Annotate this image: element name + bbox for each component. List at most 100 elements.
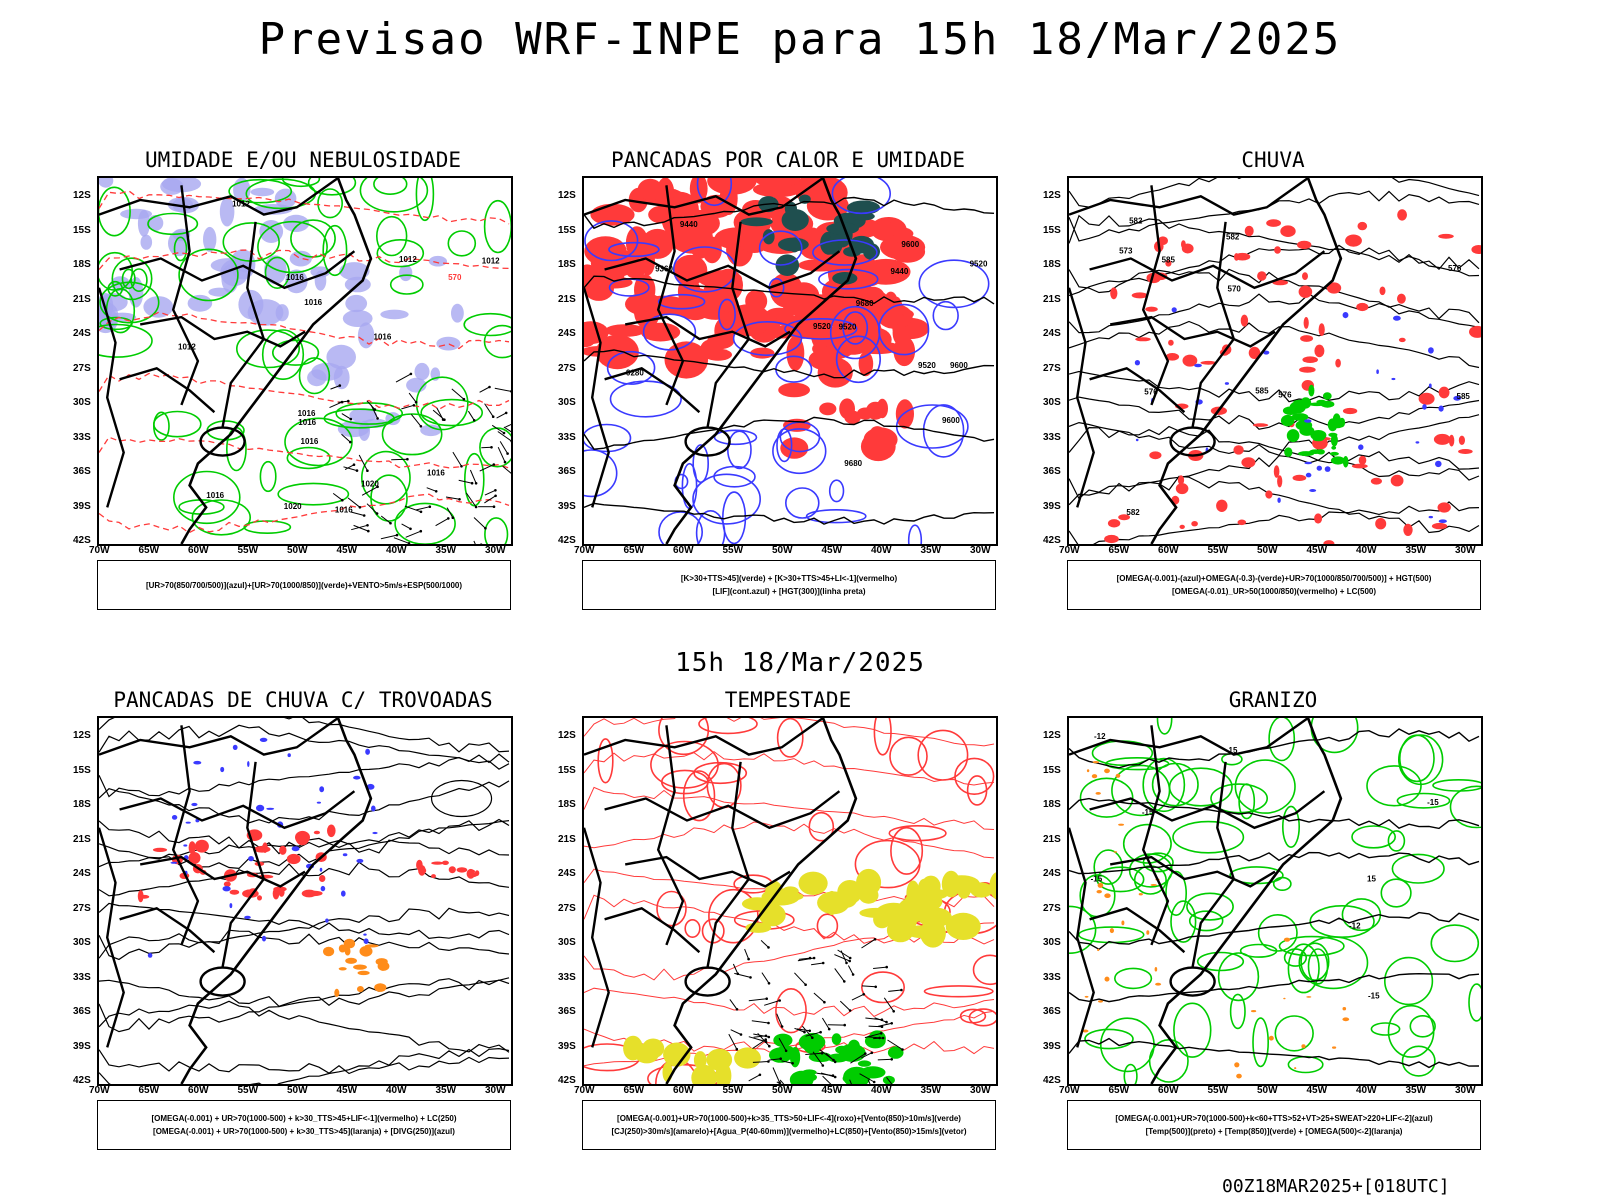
- legend-line: [OMEGA(-0.01)_UR>50(1000/850)(vermelho) …: [1171, 587, 1377, 596]
- jet-250-area-south: [623, 1035, 761, 1084]
- latitude-label: 21S: [1043, 293, 1061, 305]
- omega-500-area: [1082, 761, 1162, 1033]
- longitude-label: 30W: [485, 545, 506, 556]
- latitude-label: 42S: [558, 535, 576, 546]
- latitude-label: 36S: [1043, 1006, 1061, 1017]
- contour-label: 1016: [298, 418, 316, 427]
- longitude-label: 65W: [623, 1085, 645, 1096]
- latitude-label: 33S: [73, 431, 91, 443]
- longitude-label: 45W: [336, 1085, 358, 1096]
- panel-title: TEMPESTADE: [724, 688, 852, 712]
- map-area: 9680 9680 9600 9520 9600 9520 9600 9520 9440 9520…: [582, 176, 998, 546]
- contour-label: 570: [1228, 285, 1242, 294]
- humidity-upper-area-east: [307, 255, 464, 441]
- panel-title: UMIDADE E/OU NEBULOSIDADE: [144, 148, 462, 172]
- legend-line: [OMEGA(-0.001) + UR>70(1000-500) + k>30_…: [153, 1127, 455, 1136]
- contour-label: 9520: [918, 361, 936, 370]
- longitude-label: 45W: [821, 545, 843, 556]
- contour-label: 9600: [901, 240, 919, 249]
- contour-label: 1016: [335, 506, 353, 515]
- contour-label: 15: [1367, 875, 1376, 884]
- longitude-label: 35W: [435, 545, 457, 556]
- longitude-label: 50W: [772, 545, 793, 556]
- legend-box: [UR>70(850/700/500)](azul)+[UR>70(1000/8…: [97, 560, 511, 610]
- legend-line: [OMEGA(-0.001) + UR>70(1000-500) + k>30_…: [151, 1114, 457, 1123]
- contour-label: 9520: [970, 260, 988, 269]
- contour-label: 9680: [844, 459, 862, 468]
- latitude-label: 30S: [1043, 397, 1061, 408]
- contour-label: -15: [1427, 798, 1439, 807]
- contour-label: 1012: [232, 200, 250, 209]
- contour-label: 9600: [950, 361, 968, 370]
- valid-time-title: 15h 18/Mar/2025: [675, 648, 925, 678]
- longitude-label: 70W: [89, 545, 110, 556]
- latitude-label: 12S: [73, 190, 91, 201]
- political-borders: [584, 718, 841, 1048]
- panel-pancadas-trovoadas: PANCADAS DE CHUVA C/ TROVOADAS 12S 15S 18S 2…: [73, 688, 513, 1158]
- contour-label: 15: [1229, 746, 1238, 755]
- map-area: [582, 716, 998, 1086]
- latitude-label: 12S: [1043, 730, 1061, 741]
- latitude-label: 18S: [73, 799, 91, 810]
- latitude-label: 15S: [73, 224, 91, 236]
- latitude-label: 12S: [73, 730, 91, 741]
- longitude-label: 30W: [1455, 1085, 1476, 1096]
- map-area: [97, 716, 513, 1086]
- uruguay-outline: [199, 426, 246, 457]
- panel-chuva: CHUVA 585 585 582 576 570 576 582 573 576 582 585 12…: [1043, 148, 1483, 618]
- contour-label: -12: [1094, 732, 1106, 741]
- latitude-label: 30S: [73, 937, 91, 948]
- latitude-label: 30S: [558, 397, 576, 408]
- longitude-label: 40W: [871, 1085, 892, 1096]
- longitude-label: 55W: [722, 1085, 744, 1096]
- storm-red-area-east: [416, 859, 480, 879]
- uruguay-outline: [684, 966, 731, 997]
- contour-label: 585: [1457, 392, 1471, 401]
- longitude-label: 60W: [673, 545, 694, 556]
- legend-line: [Temp(500)](preto) + [Temp(850)](verde) …: [1145, 1127, 1403, 1136]
- latitude-label: 42S: [73, 1075, 91, 1086]
- legend-line: [OMEGA(-0.001)+UR>70(1000-500)+k>35_TTS>…: [617, 1114, 961, 1123]
- longitude-label: 55W: [1207, 545, 1229, 556]
- contour-label: 9520: [839, 323, 857, 332]
- humidity-lower-contours: [99, 178, 511, 544]
- longitude-label: 50W: [287, 1085, 308, 1096]
- latitude-label: 42S: [558, 1075, 576, 1086]
- longitude-label: 55W: [237, 545, 259, 556]
- latitude-label: 27S: [73, 902, 91, 914]
- panel-title: PANCADAS POR CALOR E UMIDADE: [610, 148, 965, 172]
- legend-line: [CJ(250)>30m/s](amarelo)+[Agua_P(40-60mm…: [611, 1127, 967, 1136]
- contour-label: 576: [1144, 388, 1158, 397]
- latitude-label: 30S: [558, 937, 576, 948]
- latitude-label: 39S: [73, 500, 91, 512]
- latitude-label: 15S: [558, 224, 576, 236]
- legend-line: [OMEGA(-0.001)+UR>70(1000-500)+k<60+TTS>…: [1115, 1114, 1433, 1123]
- legend-box: [K>30+TTS>45](verde) + [K>30+TTS>45+LI<-…: [582, 560, 996, 610]
- legend-line: [UR>70(850/700/500)](azul)+[UR>70(1000/8…: [145, 580, 463, 590]
- map-graphic: 585 585 582 576 570 576 582 573 576 582 585: [1069, 178, 1481, 544]
- political-borders: [99, 178, 356, 508]
- longitude-label: 40W: [386, 1085, 407, 1096]
- longitude-label: 35W: [1405, 545, 1427, 556]
- latitude-label: 42S: [1043, 1075, 1061, 1086]
- map-area: 585 585 582 576 570 576 582 573 576 582 585: [1067, 176, 1483, 546]
- panel-pancadas-calor: PANCADAS POR CALOR E UMIDADE 9680 9680 9600…: [558, 148, 998, 618]
- longitude-label: 55W: [237, 1085, 259, 1096]
- longitude-label: 65W: [138, 545, 160, 556]
- latitude-label: 30S: [1043, 937, 1061, 948]
- latitude-label: 15S: [73, 764, 91, 776]
- longitude-label: 45W: [336, 545, 358, 556]
- uruguay-outline: [1169, 426, 1216, 457]
- longitude-label: 30W: [485, 1085, 506, 1096]
- lifted-index-area-south: [773, 296, 930, 462]
- coastline: [180, 718, 373, 1084]
- contour-label: 582: [1129, 217, 1143, 226]
- legend-line: [LIF](cont.azul) + [HGT(300)](linha pret…: [712, 587, 866, 596]
- longitude-label: 65W: [138, 1085, 160, 1096]
- contour-label: 1016: [427, 468, 445, 477]
- contour-label: 1020: [284, 502, 302, 511]
- legend-line: [K>30+TTS>45](verde) + [K>30+TTS>45+LI<-…: [680, 574, 898, 583]
- latitude-label: 27S: [1043, 902, 1061, 914]
- legend-box: [OMEGA(-0.001) + UR>70(1000-500) + k>30_…: [97, 1100, 511, 1150]
- storm-orange-area: [323, 938, 390, 997]
